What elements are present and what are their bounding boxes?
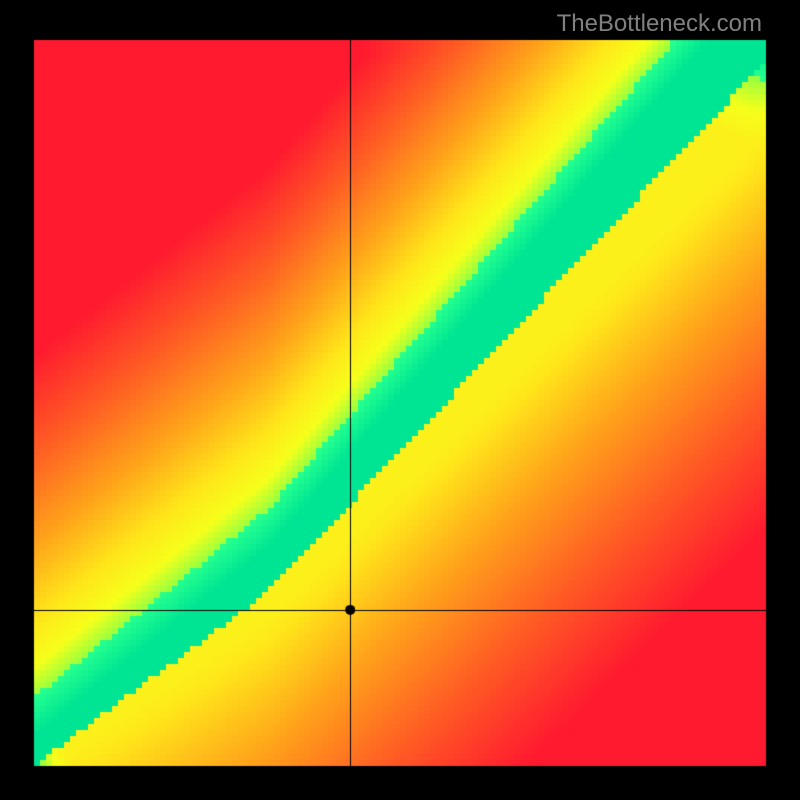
- bottleneck-heatmap-canvas: [0, 0, 800, 800]
- figure-container: TheBottleneck.com: [0, 0, 800, 800]
- watermark-label: TheBottleneck.com: [557, 10, 762, 38]
